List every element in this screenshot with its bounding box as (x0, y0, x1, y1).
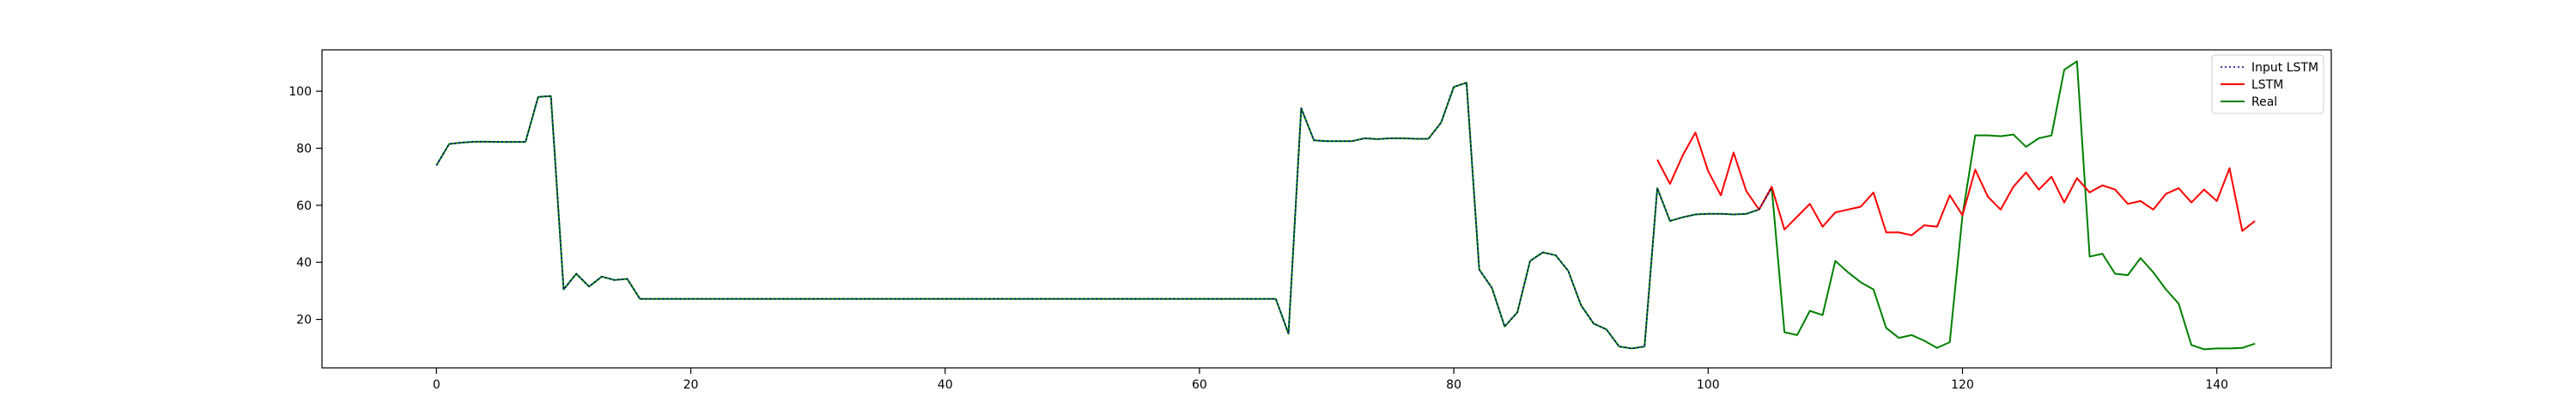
y-tick-label: 100 (289, 85, 312, 99)
x-tick-label: 140 (2205, 378, 2228, 392)
legend-label: Input LSTM (2251, 61, 2318, 75)
y-tick-label: 60 (296, 199, 312, 213)
axes-frame (321, 49, 2332, 369)
x-tick-label: 100 (1697, 378, 1720, 392)
x-axis-ticks: 0 20 40 60 80 100 120 140 (433, 368, 2228, 392)
legend: Input LSTM LSTM Real (2211, 54, 2324, 114)
y-tick-label: 40 (296, 256, 312, 270)
series-layer (435, 60, 2256, 351)
x-tick-label: 0 (433, 378, 440, 392)
legend-label: LSTM (2251, 78, 2283, 92)
legend-label: Real (2251, 95, 2277, 109)
series-line-lstm (1656, 132, 2256, 236)
x-tick-label: 120 (1951, 378, 1974, 392)
y-axis-ticks: 20 40 60 80 100 (289, 85, 322, 327)
x-tick-label: 60 (1192, 378, 1207, 392)
y-tick-label: 20 (296, 314, 312, 327)
x-tick-label: 40 (938, 378, 953, 392)
legend-box (2211, 54, 2324, 114)
x-tick-label: 80 (1446, 378, 1461, 392)
y-tick-label: 80 (296, 142, 312, 156)
series-line-input-lstm (435, 82, 1773, 350)
x-tick-label: 20 (683, 378, 699, 392)
series-line-real (435, 60, 2256, 351)
